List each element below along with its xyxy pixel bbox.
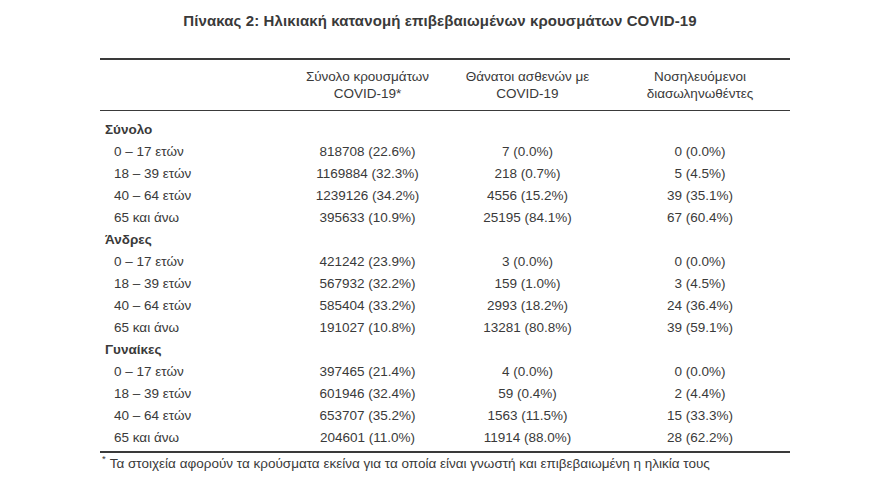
table-row: 0 – 17 ετών 421242 (23.9%) 3 (0.0%) 0 (0… bbox=[100, 250, 790, 272]
table-body: Σύνολο 0 – 17 ετών 818708 (22.6%) 7 (0.0… bbox=[100, 111, 790, 453]
cases-value: 1239126 (34.2%) bbox=[290, 188, 445, 203]
intubated-value: 39 (35.1%) bbox=[610, 188, 790, 203]
age-group-label: 65 και άνω bbox=[100, 430, 290, 445]
intubated-value: 0 (0.0%) bbox=[610, 364, 790, 379]
table-row: 65 και άνω 395633 (10.9%) 25195 (84.1%) … bbox=[100, 206, 790, 228]
deaths-value: 4556 (15.2%) bbox=[445, 188, 610, 203]
deaths-value: 218 (0.7%) bbox=[445, 166, 610, 181]
deaths-value: 59 (0.4%) bbox=[445, 386, 610, 401]
header-total-cases-line2: COVID-19* bbox=[290, 85, 445, 102]
cases-value: 653707 (35.2%) bbox=[290, 408, 445, 423]
cases-value: 397465 (21.4%) bbox=[290, 364, 445, 379]
intubated-value: 0 (0.0%) bbox=[610, 254, 790, 269]
footnote: * Τα στοιχεία αφορούν τα κρούσματα εκείνα… bbox=[102, 453, 710, 471]
intubated-value: 28 (62.2%) bbox=[610, 430, 790, 445]
section-header-women: Γυναίκες bbox=[100, 338, 790, 360]
deaths-value: 4 (0.0%) bbox=[445, 364, 610, 379]
intubated-value: 24 (36.4%) bbox=[610, 298, 790, 313]
table-row: 0 – 17 ετών 397465 (21.4%) 4 (0.0%) 0 (0… bbox=[100, 360, 790, 382]
cases-value: 395633 (10.9%) bbox=[290, 210, 445, 225]
footnote-asterisk: * bbox=[102, 453, 106, 464]
table-row: 65 και άνω 204601 (11.0%) 11914 (88.0%) … bbox=[100, 426, 790, 448]
age-group-label: 18 – 39 ετών bbox=[100, 386, 290, 401]
header-spacer bbox=[100, 68, 290, 102]
intubated-value: 2 (4.4%) bbox=[610, 386, 790, 401]
covid-age-distribution-table: Σύνολο κρουσμάτων COVID-19* Θάνατοι ασθε… bbox=[100, 58, 790, 453]
age-group-label: 0 – 17 ετών bbox=[100, 364, 290, 379]
header-intubated-line2: διασωληνωθέντες bbox=[610, 85, 790, 102]
table-row: 18 – 39 ετών 1169884 (32.3%) 218 (0.7%) … bbox=[100, 162, 790, 184]
table-row: 65 και άνω 191027 (10.8%) 13281 (80.8%) … bbox=[100, 316, 790, 338]
section-header-total: Σύνολο bbox=[100, 118, 790, 140]
header-deaths-line2: COVID-19 bbox=[445, 85, 610, 102]
cases-value: 204601 (11.0%) bbox=[290, 430, 445, 445]
deaths-value: 159 (1.0%) bbox=[445, 276, 610, 291]
age-group-label: 0 – 17 ετών bbox=[100, 144, 290, 159]
cases-value: 1169884 (32.3%) bbox=[290, 166, 445, 181]
age-group-label: 40 – 64 ετών bbox=[100, 298, 290, 313]
header-total-cases: Σύνολο κρουσμάτων COVID-19* bbox=[290, 68, 445, 102]
deaths-value: 7 (0.0%) bbox=[445, 144, 610, 159]
age-group-label: 40 – 64 ετών bbox=[100, 188, 290, 203]
age-group-label: 18 – 39 ετών bbox=[100, 166, 290, 181]
header-intubated-line1: Νοσηλευόμενοι bbox=[610, 68, 790, 85]
table-header-row: Σύνολο κρουσμάτων COVID-19* Θάνατοι ασθε… bbox=[100, 58, 790, 111]
age-group-label: 18 – 39 ετών bbox=[100, 276, 290, 291]
age-group-label: 65 και άνω bbox=[100, 210, 290, 225]
section-header-men: Άνδρες bbox=[100, 228, 790, 250]
deaths-value: 3 (0.0%) bbox=[445, 254, 610, 269]
intubated-value: 0 (0.0%) bbox=[610, 144, 790, 159]
age-group-label: 0 – 17 ετών bbox=[100, 254, 290, 269]
header-deaths: Θάνατοι ασθενών με COVID-19 bbox=[445, 68, 610, 102]
deaths-value: 11914 (88.0%) bbox=[445, 430, 610, 445]
table-title: Πίνακας 2: Ηλικιακή κατανομή επιβεβαιωμέ… bbox=[0, 12, 880, 29]
intubated-value: 5 (4.5%) bbox=[610, 166, 790, 181]
section-title: Γυναίκες bbox=[100, 342, 290, 357]
section-title: Άνδρες bbox=[100, 232, 290, 247]
header-intubated: Νοσηλευόμενοι διασωληνωθέντες bbox=[610, 68, 790, 102]
deaths-value: 2993 (18.2%) bbox=[445, 298, 610, 313]
footnote-text: Τα στοιχεία αφορούν τα κρούσματα εκείνα … bbox=[110, 456, 710, 471]
cases-value: 818708 (22.6%) bbox=[290, 144, 445, 159]
age-group-label: 40 – 64 ετών bbox=[100, 408, 290, 423]
cases-value: 585404 (33.2%) bbox=[290, 298, 445, 313]
table-row: 40 – 64 ετών 653707 (35.2%) 1563 (11.5%)… bbox=[100, 404, 790, 426]
intubated-value: 3 (4.5%) bbox=[610, 276, 790, 291]
table-row: 40 – 64 ετών 585404 (33.2%) 2993 (18.2%)… bbox=[100, 294, 790, 316]
header-deaths-line1: Θάνατοι ασθενών με bbox=[445, 68, 610, 85]
cases-value: 601946 (32.4%) bbox=[290, 386, 445, 401]
intubated-value: 39 (59.1%) bbox=[610, 320, 790, 335]
deaths-value: 13281 (80.8%) bbox=[445, 320, 610, 335]
deaths-value: 1563 (11.5%) bbox=[445, 408, 610, 423]
age-group-label: 65 και άνω bbox=[100, 320, 290, 335]
cases-value: 421242 (23.9%) bbox=[290, 254, 445, 269]
cases-value: 191027 (10.8%) bbox=[290, 320, 445, 335]
table-row: 0 – 17 ετών 818708 (22.6%) 7 (0.0%) 0 (0… bbox=[100, 140, 790, 162]
intubated-value: 67 (60.4%) bbox=[610, 210, 790, 225]
table-row: 18 – 39 ετών 601946 (32.4%) 59 (0.4%) 2 … bbox=[100, 382, 790, 404]
cases-value: 567932 (32.2%) bbox=[290, 276, 445, 291]
deaths-value: 25195 (84.1%) bbox=[445, 210, 610, 225]
header-total-cases-line1: Σύνολο κρουσμάτων bbox=[290, 68, 445, 85]
section-title: Σύνολο bbox=[100, 122, 290, 137]
intubated-value: 15 (33.3%) bbox=[610, 408, 790, 423]
table-row: 40 – 64 ετών 1239126 (34.2%) 4556 (15.2%… bbox=[100, 184, 790, 206]
table-row: 18 – 39 ετών 567932 (32.2%) 159 (1.0%) 3… bbox=[100, 272, 790, 294]
